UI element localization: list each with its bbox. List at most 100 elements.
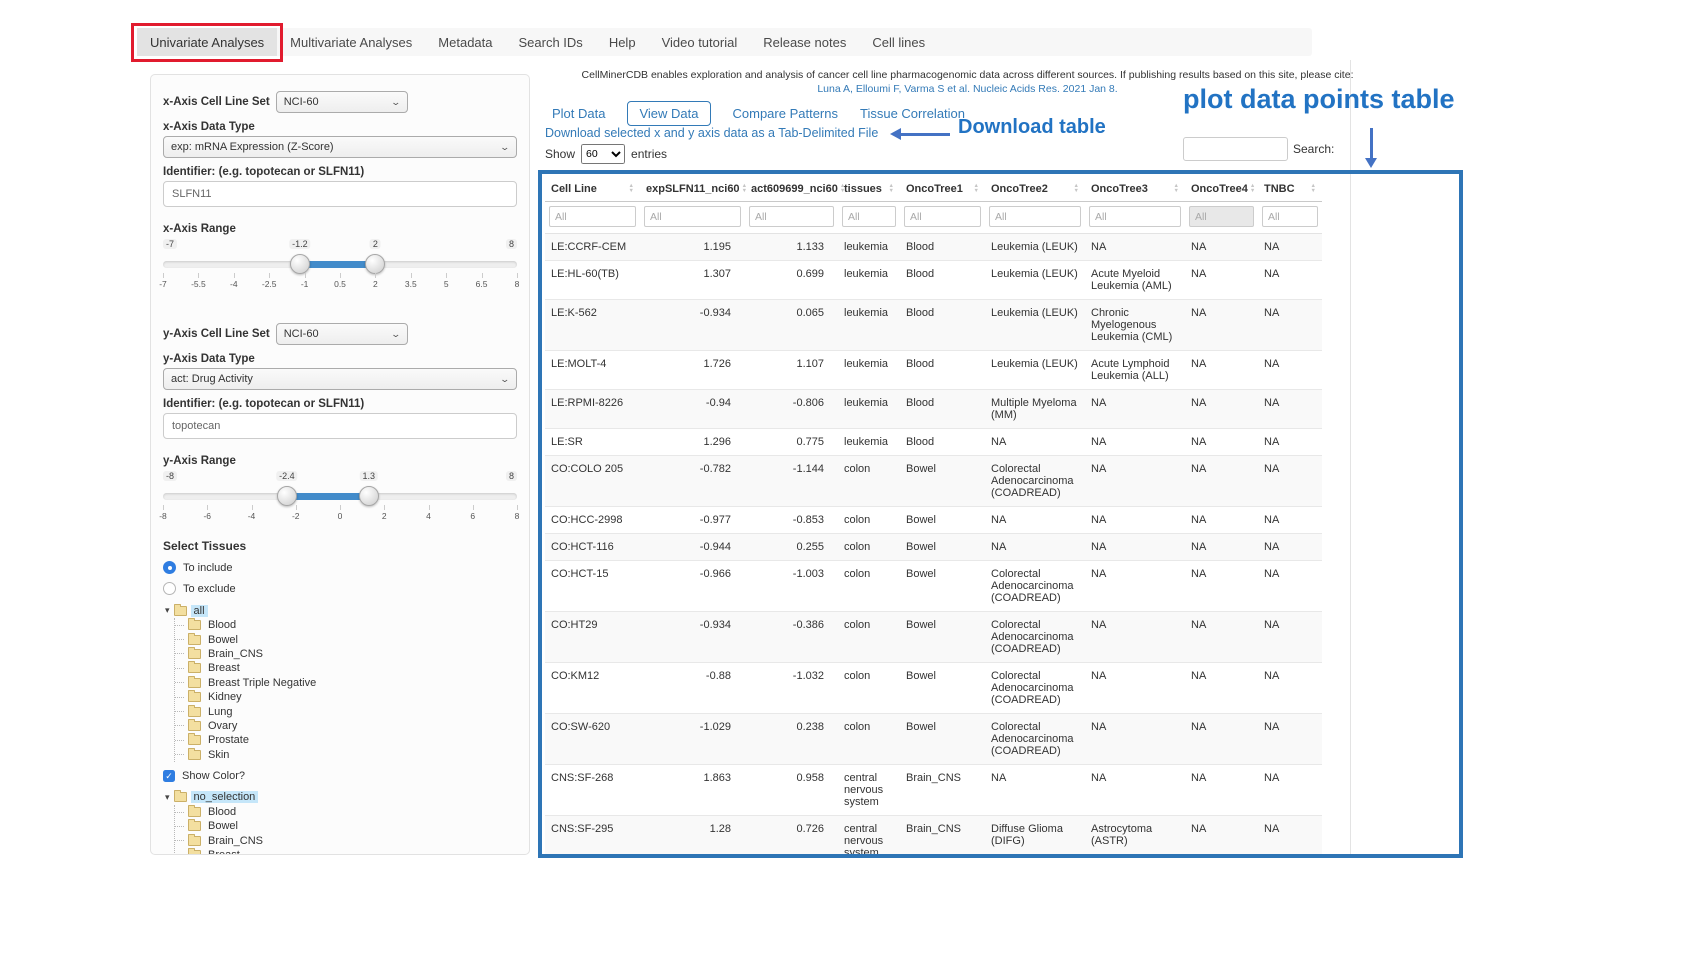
radio-selected-icon[interactable] [163, 561, 176, 574]
y-range-handle-to[interactable] [358, 486, 379, 506]
cell-oncotree4: NA [1191, 436, 1207, 448]
radio-to-include[interactable]: To include [163, 561, 517, 574]
radio-icon[interactable] [163, 582, 176, 595]
cell-oncotree1: Blood [906, 241, 935, 253]
tab-compare-patterns[interactable]: Compare Patterns [732, 105, 839, 121]
nav-item-search-ids[interactable]: Search IDs [506, 28, 596, 56]
search-input[interactable] [1183, 137, 1288, 161]
nav-item-metadata[interactable]: Metadata [425, 28, 505, 56]
checkbox-checked-icon[interactable]: ✓ [163, 769, 175, 782]
caret-down-icon[interactable]: ▾ [165, 791, 170, 802]
column-header-oncotree4[interactable]: OncoTree4 ▲ ▼ [1185, 175, 1258, 202]
table-header-row: Cell Line ▲ ▼ expSLFN11_nci60 ▲ ▼ act609699_nc… [545, 175, 1322, 202]
y-range-handle-from[interactable] [276, 486, 297, 506]
caret-down-icon[interactable]: ▾ [165, 605, 170, 615]
column-header-tissues[interactable]: tissues ▲ ▼ [838, 175, 900, 202]
sort-icon[interactable]: ▲ ▼ [1173, 183, 1179, 194]
sort-icon[interactable]: ▲ ▼ [973, 183, 979, 194]
include-tree-root-label[interactable]: all [190, 604, 208, 617]
column-header-cell-line[interactable]: Cell Line ▲ ▼ [545, 175, 640, 202]
cell-tnbc: NA [1264, 568, 1280, 580]
show-color-checkbox-row[interactable]: ✓ Show Color? [163, 769, 517, 782]
table-row: CO:SW-620 -1.029 0.238 colon Bowel Colorectal… [545, 713, 1322, 765]
include-tree-item-kidney[interactable]: Kidney [175, 690, 517, 704]
tab-plot-data[interactable]: Plot Data [552, 105, 606, 121]
color-tree-root-label[interactable]: no_selection [190, 791, 259, 804]
include-tree-item-skin[interactable]: Skin [175, 747, 517, 762]
nav-item-release-notes[interactable]: Release notes [750, 28, 859, 56]
x-data-type-select[interactable]: exp: mRNA Expression (Z-Score) ⌄ [163, 136, 517, 158]
filter-input-oncotree3[interactable] [1089, 206, 1181, 227]
y-range-tick-label: 6 [470, 511, 476, 521]
cell-oncotree3: NA [1091, 772, 1107, 784]
x-identifier-input[interactable] [163, 181, 517, 207]
nav-item-help[interactable]: Help [596, 28, 649, 56]
cell-expslfn11-nci60: 1.307 [703, 268, 731, 280]
y-range-tick-label: 0 [337, 511, 343, 521]
column-header-oncotree3[interactable]: OncoTree3 ▲ ▼ [1085, 175, 1185, 202]
filter-input-tnbc[interactable] [1262, 206, 1318, 227]
filter-input-act609699-nci60[interactable] [749, 206, 834, 227]
nav-item-video-tutorial[interactable]: Video tutorial [649, 28, 751, 56]
include-tree-item-bowel[interactable]: Bowel [175, 632, 517, 646]
nav-item-multivariate-analyses[interactable]: Multivariate Analyses [277, 28, 425, 56]
include-tree-item-ovary[interactable]: Ovary [175, 718, 517, 733]
x-cell-line-set-select[interactable]: NCI-60 ⌄ [275, 91, 408, 113]
y-range-tick [207, 505, 209, 510]
y-identifier-input[interactable] [163, 413, 517, 439]
cell-act609699-nci60: -0.853 [792, 514, 824, 526]
tab-tissue-correlation[interactable]: Tissue Correlation [860, 105, 966, 121]
include-tree-item-breast[interactable]: Breast [175, 661, 517, 675]
filter-input-oncotree1[interactable] [904, 206, 981, 227]
include-tree-item-brain-cns[interactable]: Brain_CNS [175, 646, 517, 661]
download-data-link[interactable]: Download selected x and y axis data as a… [545, 126, 879, 140]
color-tree-item-bowel[interactable]: Bowel [175, 819, 517, 833]
column-header-expslfn11-nci60[interactable]: expSLFN11_nci60 ▲ ▼ [640, 175, 748, 202]
nav-item-univariate-analyses[interactable]: Univariate Analyses [131, 23, 284, 62]
color-tree-item-brain-cns[interactable]: Brain_CNS [175, 833, 517, 848]
tissue-color-tree: ▾no_selectionBloodBowelBrain_CNSBreastBr… [165, 790, 517, 854]
include-tree-root[interactable]: ▾ all [165, 603, 517, 618]
sort-icon[interactable]: ▲ ▼ [1249, 183, 1256, 194]
x-range-slider[interactable]: -7 8 -1.2 2 -7 -5.5 -4 -2.5 -1 0.5 2 3.5 5 6.5 8 [159, 237, 519, 293]
citation-link[interactable]: Luna A, Elloumi F, Varma S et al. Nuclei… [817, 83, 1118, 95]
column-header-act609699-nci60[interactable]: act609699_nci60 ▲ ▼ [745, 175, 845, 202]
color-tree-item-blood[interactable]: Blood [175, 805, 517, 819]
entries-per-page-select[interactable]: 60 [581, 144, 626, 164]
color-tree-item-breast[interactable]: Breast [175, 848, 517, 854]
filter-input-expslfn11-nci60[interactable] [644, 206, 741, 227]
column-header-tnbc[interactable]: TNBC ▲ ▼ [1258, 175, 1322, 202]
sort-icon[interactable]: ▲ ▼ [1073, 183, 1079, 194]
y-range-slider[interactable]: -8 8 -2.4 1.3 -8 -6 -4 -2 0 2 4 6 8 [159, 469, 519, 525]
filter-input-tissues[interactable] [842, 206, 896, 227]
sort-icon[interactable]: ▲ ▼ [888, 183, 894, 194]
include-tree-item-breast-triple-negative[interactable]: Breast Triple Negative [175, 675, 517, 690]
y-cell-line-set-select[interactable]: NCI-60 ⌄ [275, 323, 408, 345]
search-label: Search: [1293, 142, 1335, 156]
sort-icon[interactable]: ▲ ▼ [839, 183, 846, 194]
tab-view-data[interactable]: View Data [627, 100, 711, 126]
x-range-handle-to[interactable] [365, 254, 386, 274]
column-header-oncotree2[interactable]: OncoTree2 ▲ ▼ [985, 175, 1085, 202]
y-range-tick [472, 505, 474, 510]
filter-input-oncotree4[interactable] [1189, 206, 1254, 227]
include-tree-item-lung[interactable]: Lung [175, 704, 517, 718]
nav-item-cell-lines[interactable]: Cell lines [859, 28, 938, 56]
folder-icon [188, 718, 201, 731]
include-tree-item-prostate[interactable]: Prostate [175, 733, 517, 747]
radio-to-exclude[interactable]: To exclude [163, 582, 517, 595]
sort-icon[interactable]: ▲ ▼ [628, 183, 634, 194]
table-row: LE:RPMI-8226 -0.94 -0.806 leukemia Blood Mult… [545, 389, 1322, 429]
filter-input-oncotree2[interactable] [989, 206, 1081, 227]
sort-icon[interactable]: ▲ ▼ [1310, 183, 1316, 194]
x-range-tick [481, 273, 483, 278]
filter-input-cell-line[interactable] [549, 206, 636, 227]
color-tree-root[interactable]: ▾ no_selection [165, 790, 517, 805]
x-range-handle-from[interactable] [289, 254, 310, 274]
nav-item-label: Multivariate Analyses [290, 34, 413, 50]
column-header-oncotree1[interactable]: OncoTree1 ▲ ▼ [900, 175, 985, 202]
column-header-label: tissues [844, 183, 882, 195]
sort-icon[interactable]: ▲ ▼ [741, 183, 748, 194]
y-data-type-select[interactable]: act: Drug Activity ⌄ [163, 368, 517, 390]
include-tree-item-blood[interactable]: Blood [175, 618, 517, 632]
